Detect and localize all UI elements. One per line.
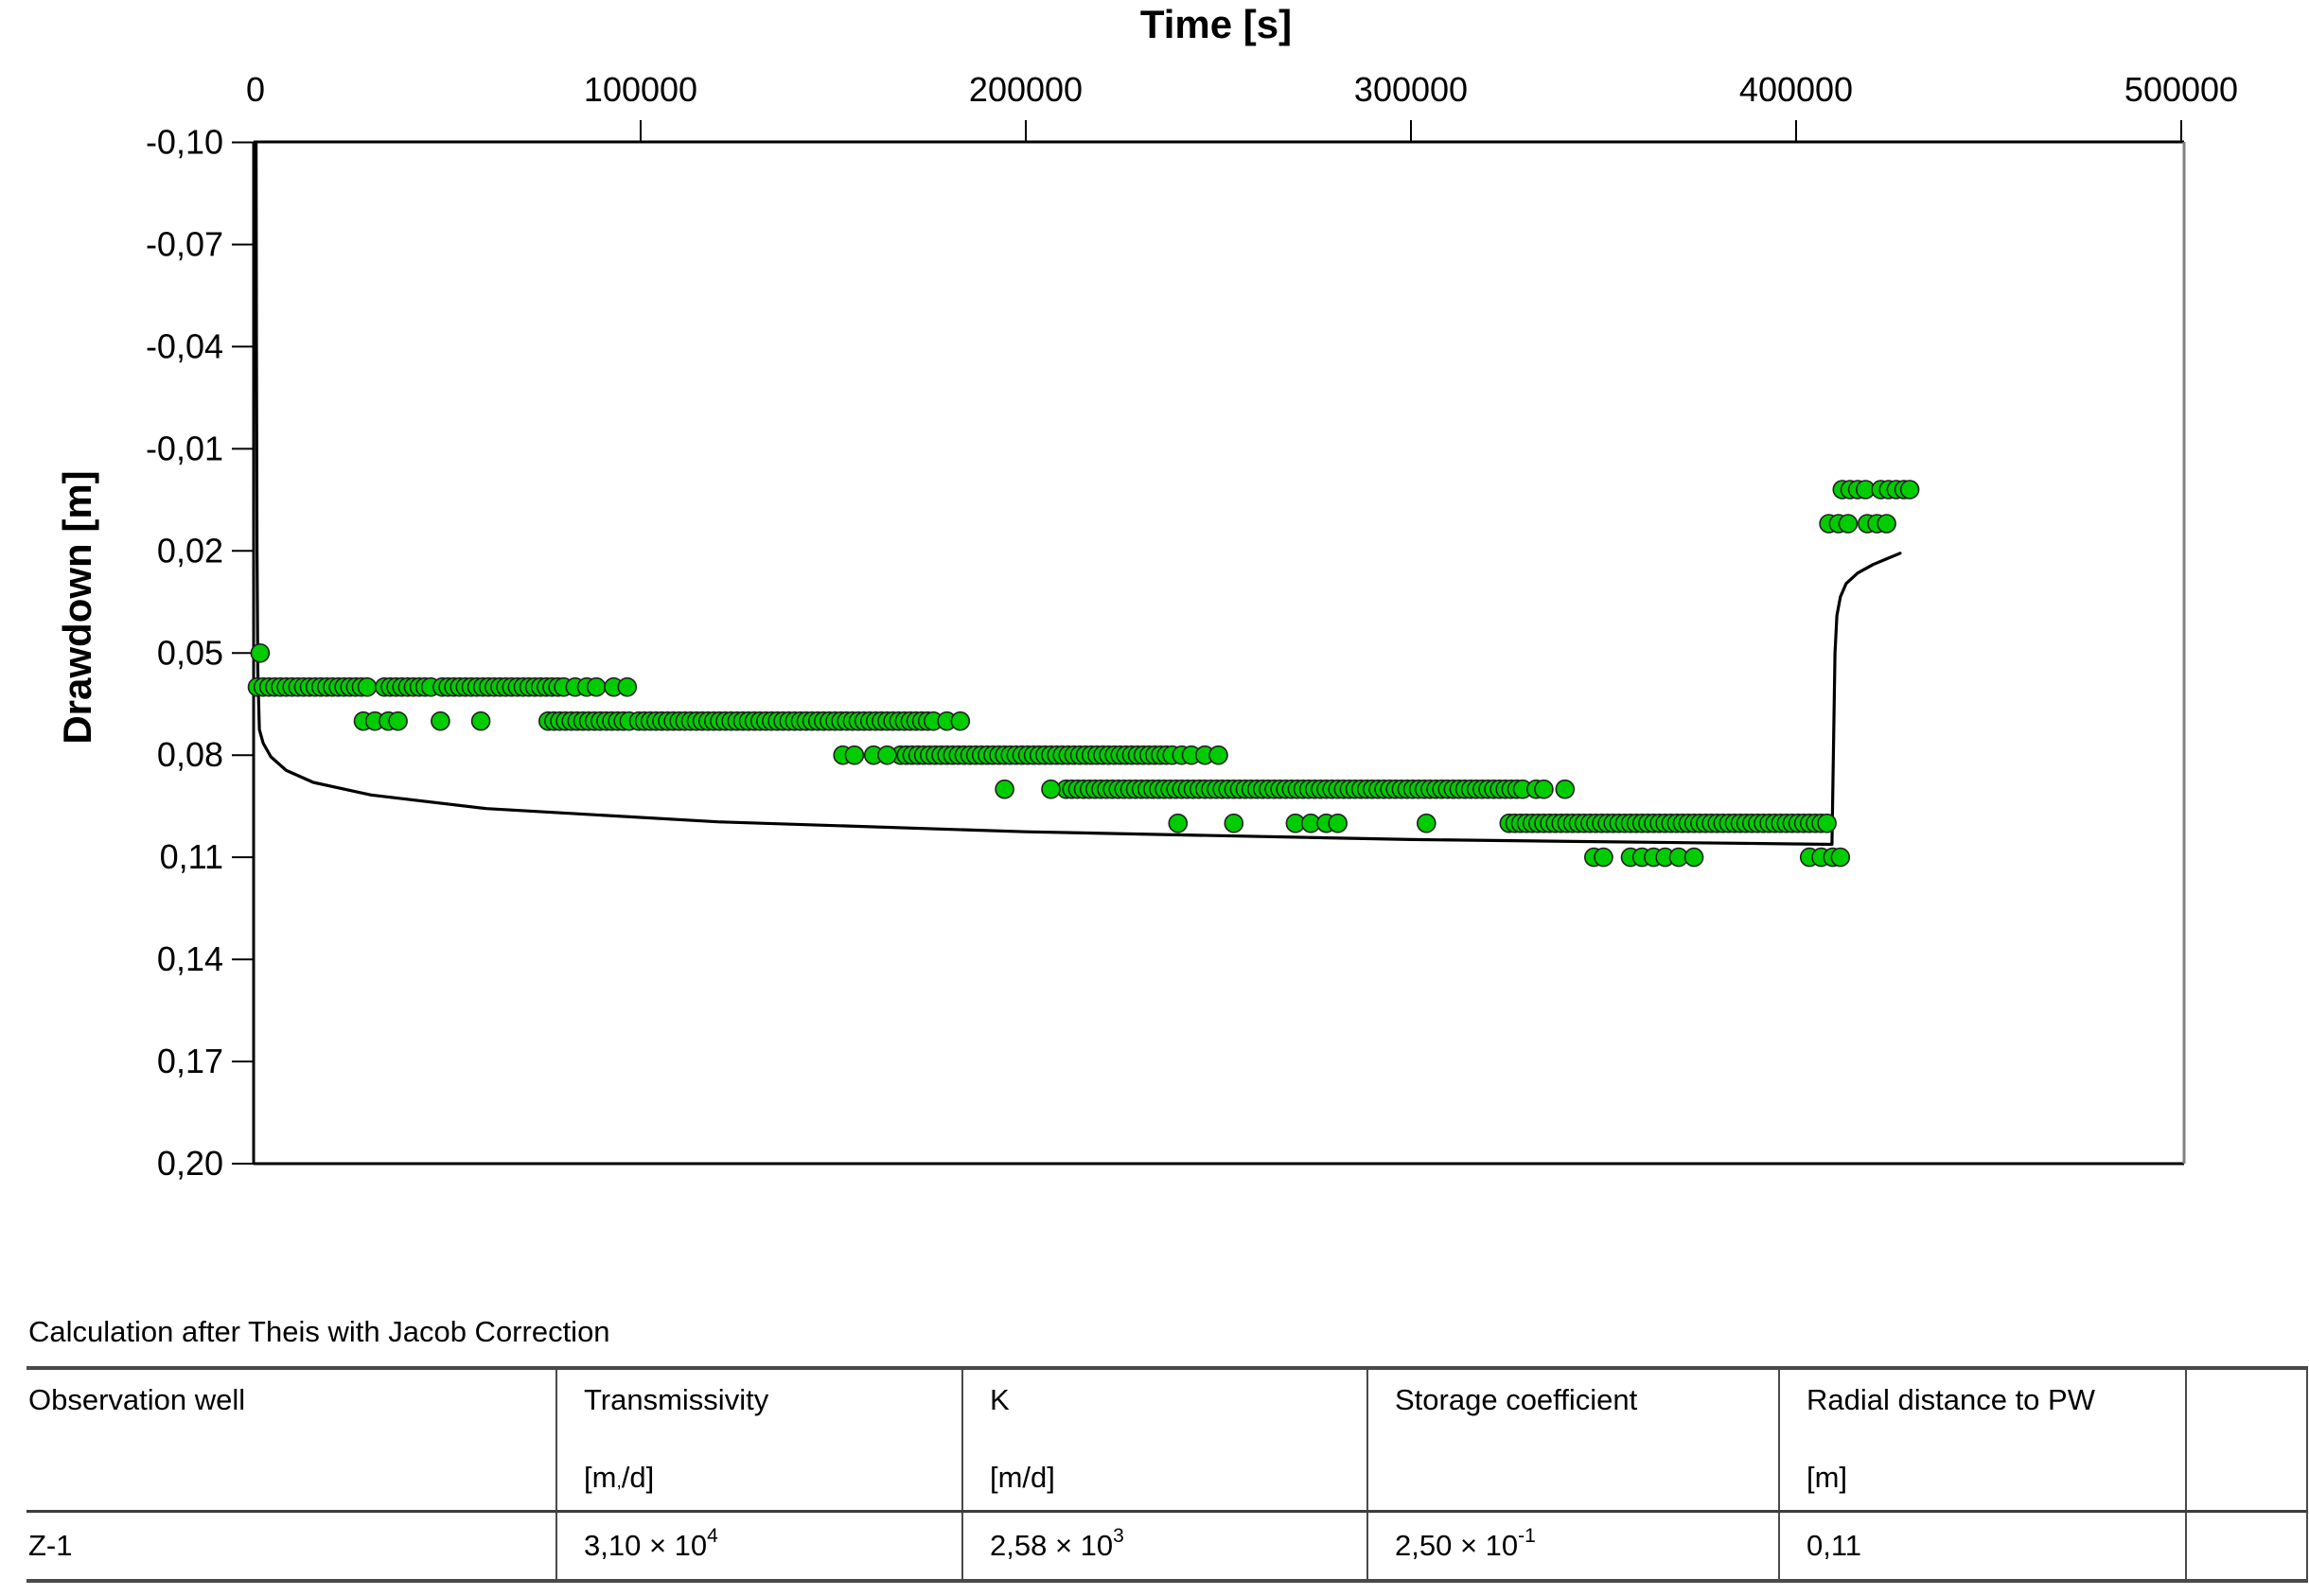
y-axis-ticks: -0,10 -0,07 -0,04 -0,01 0,02 0,05 0,08 0,11 0,14…: [146, 123, 254, 1183]
x-tick-label: 300000: [1354, 70, 1468, 109]
y-tick-label: 0,11: [160, 837, 223, 876]
col-label: Transmissivity: [584, 1383, 769, 1416]
data-point: [877, 745, 897, 765]
data-point: [1830, 847, 1851, 868]
y-tick-label: 0,02: [157, 531, 223, 570]
data-point: [844, 745, 865, 765]
x-tick-label: 400000: [1739, 70, 1853, 109]
col-unit: [m]: [1807, 1461, 1848, 1494]
results-table: Observation well Transmissivity [m,/d] K…: [26, 1366, 2308, 1583]
x-tick-label: 500000: [2124, 70, 2238, 109]
col-header-empty: [2186, 1368, 2308, 1513]
data-point: [1417, 813, 1437, 833]
data-point: [1683, 847, 1704, 868]
results-table-section: Calculation after Theis with Jacob Corre…: [26, 1315, 2308, 1583]
data-point: [1838, 514, 1859, 534]
cell-storage-coefficient: 2,50 × 10-1: [1367, 1511, 1780, 1581]
data-point: [950, 710, 971, 731]
cell-transmissivity: 3,10 × 104: [556, 1511, 963, 1581]
col-header-observation-well: Observation well: [26, 1368, 557, 1513]
data-point: [1168, 813, 1189, 833]
col-label: K: [990, 1383, 1010, 1416]
col-header-k: K [m/d]: [962, 1368, 1368, 1513]
y-tick-label: 0,14: [157, 939, 223, 978]
data-point: [1041, 779, 1061, 799]
col-header-radial-distance: Radial distance to PW [m]: [1779, 1368, 2187, 1513]
y-tick-label: -0,01: [146, 429, 223, 467]
y-tick-label: 0,08: [157, 735, 223, 774]
data-point: [1224, 813, 1244, 833]
x-axis-title: Time [s]: [1139, 2, 1293, 46]
col-header-storage-coefficient: Storage coefficient: [1367, 1368, 1780, 1513]
col-label: Observation well: [28, 1383, 246, 1416]
data-point: [470, 710, 491, 731]
data-point: [357, 676, 378, 697]
data-point: [586, 676, 607, 697]
y-tick-label: 0,20: [157, 1144, 223, 1183]
data-point: [1877, 514, 1896, 534]
col-header-transmissivity: Transmissivity [m,/d]: [556, 1368, 963, 1513]
data-point: [388, 710, 408, 731]
theis-fit-curve: [255, 140, 1902, 847]
cell-observation-well: Z-1: [26, 1511, 557, 1581]
observed-data-points: [247, 480, 1920, 868]
data-point: [1594, 847, 1613, 868]
chart-canvas: 0 100000 200000 300000 400000 500000 -0,10 -0,0…: [146, 70, 2238, 1183]
table-caption: Calculation after Theis with Jacob Corre…: [28, 1315, 610, 1348]
data-point: [617, 676, 638, 697]
y-tick-label: -0,07: [146, 224, 223, 263]
axis-frame: [252, 140, 2186, 1166]
data-point: [1534, 779, 1554, 799]
cell-empty: [2186, 1511, 2308, 1581]
x-tick-label: 200000: [969, 70, 1083, 109]
col-unit: [m/d]: [990, 1461, 1055, 1494]
y-tick-label: 0,05: [157, 633, 223, 672]
data-point: [1555, 779, 1576, 799]
data-point: [1899, 480, 1920, 500]
col-label: Radial distance to PW: [1807, 1383, 2095, 1416]
data-point: [1328, 813, 1348, 833]
drawdown-time-chart: 0 100000 200000 300000 400000 500000 -0,10 -0,0…: [55, 2, 2238, 1183]
col-label: Storage coefficient: [1395, 1383, 1638, 1416]
y-tick-label: 0,17: [157, 1042, 223, 1080]
data-point: [1208, 745, 1228, 765]
table-header-row: Observation well Transmissivity [m,/d] K…: [26, 1368, 2308, 1513]
x-tick-label: 100000: [584, 70, 697, 109]
x-axis-ticks: 0 100000 200000 300000 400000 500000: [246, 70, 2238, 142]
y-axis-title: Drawdown [m]: [55, 470, 99, 745]
x-tick-label: 0: [246, 70, 265, 109]
data-point: [995, 779, 1014, 799]
data-point: [250, 642, 271, 663]
col-unit: [m,/d]: [584, 1461, 655, 1494]
y-tick-label: -0,10: [146, 123, 223, 162]
y-tick-label: -0,04: [146, 326, 223, 365]
data-point: [431, 710, 450, 731]
table-row: Z-1 3,10 × 104 2,58 × 103 2,50 × 10-1 0,…: [26, 1511, 2308, 1581]
cell-k: 2,58 × 103: [962, 1511, 1368, 1581]
data-point: [1817, 813, 1837, 833]
cell-radial-distance: 0,11: [1779, 1511, 2187, 1581]
